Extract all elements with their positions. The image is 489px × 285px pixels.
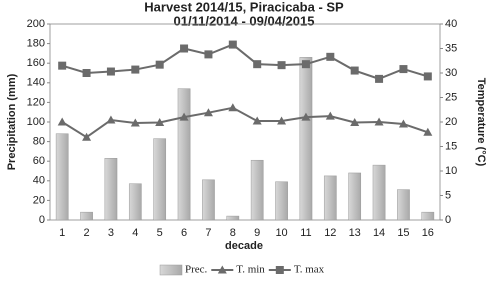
marker: [82, 69, 91, 77]
line: [61, 43, 429, 80]
marker: [277, 61, 286, 70]
bar: [55, 133, 69, 221]
x-tick-label: 4: [132, 227, 138, 239]
y-tick-label: 40: [33, 175, 45, 187]
legend-label: T. min: [236, 264, 265, 276]
marker: [399, 65, 408, 74]
marker: [228, 103, 238, 112]
legend-label: T. max: [294, 264, 325, 276]
y-tick-label: 140: [27, 77, 45, 89]
marker: [180, 44, 189, 53]
x-tick-label: 7: [205, 227, 211, 239]
marker: [350, 117, 360, 126]
bar: [421, 211, 435, 221]
marker: [130, 118, 140, 127]
y-tick-label: 0: [39, 214, 45, 226]
marker: [398, 119, 408, 128]
y-tick-label: 120: [27, 96, 45, 108]
marker: [374, 117, 384, 126]
y2-tick-label: 0: [445, 214, 451, 226]
y2-tick-label: 10: [445, 165, 457, 177]
bar: [177, 88, 191, 221]
bar: [299, 57, 313, 221]
marker: [228, 40, 237, 49]
y-axis-label: Precipitation (mm): [6, 73, 18, 170]
marker: [253, 60, 262, 69]
legend-swatch: [159, 264, 183, 276]
marker: [423, 127, 433, 136]
x-tick-label: 3: [108, 227, 114, 239]
bar: [348, 172, 362, 221]
bar: [226, 215, 240, 221]
marker: [155, 117, 165, 126]
marker: [203, 108, 213, 117]
marker: [106, 115, 116, 124]
marker: [252, 116, 262, 125]
marker: [57, 117, 67, 126]
y-tick-label: 160: [27, 57, 45, 69]
x-tick-label: 10: [275, 227, 287, 239]
line: [61, 106, 429, 139]
marker: [350, 66, 359, 75]
y2-tick-label: 20: [445, 116, 457, 128]
y2-tick-label: 25: [445, 91, 457, 103]
bar: [153, 138, 167, 221]
y2-tick-label: 5: [445, 189, 451, 201]
x-tick-label: 11: [300, 227, 311, 239]
x-tick-label: 14: [373, 227, 385, 239]
bar: [372, 164, 386, 221]
y-tick-label: 80: [33, 136, 45, 148]
marker: [301, 112, 311, 121]
marker: [325, 111, 335, 120]
marker: [179, 112, 189, 121]
y-tick-label: 180: [27, 38, 45, 50]
marker: [423, 72, 432, 81]
marker: [106, 67, 115, 76]
chart-title: Harvest 2014/15, Piracicaba - SP: [144, 0, 344, 14]
y-tick-label: 100: [27, 116, 45, 128]
marker: [58, 61, 67, 70]
bar: [397, 189, 410, 221]
y2-tick-label: 35: [445, 42, 457, 54]
bar: [80, 211, 93, 221]
bar: [104, 158, 118, 221]
x-axis-label: decade: [225, 240, 263, 252]
bar: [202, 179, 215, 221]
marker: [131, 65, 140, 74]
y2-tick-label: 15: [445, 140, 457, 152]
y-tick-label: 20: [33, 194, 45, 206]
marker: [217, 265, 227, 274]
bar: [275, 181, 288, 221]
x-tick-label: 15: [397, 227, 409, 239]
bar: [323, 175, 337, 221]
y2-tick-label: 30: [445, 67, 457, 79]
y-tick-label: 200: [27, 18, 45, 30]
marker: [155, 60, 164, 69]
marker: [301, 60, 310, 69]
marker: [277, 116, 287, 125]
bar: [128, 183, 142, 221]
x-tick-label: 1: [59, 227, 65, 239]
marker: [275, 266, 284, 274]
y-tick-label: 60: [33, 155, 45, 167]
bar: [250, 159, 264, 221]
x-tick-label: 8: [230, 227, 236, 239]
y2-tick-label: 40: [445, 18, 457, 30]
x-tick-label: 13: [349, 227, 361, 239]
marker: [82, 132, 92, 141]
x-tick-label: 9: [254, 227, 260, 239]
x-tick-label: 12: [324, 227, 336, 239]
marker: [326, 52, 335, 61]
legend-label: Prec.: [185, 264, 208, 276]
x-tick-label: 2: [84, 227, 90, 239]
x-tick-label: 6: [181, 227, 187, 239]
x-tick-label: 16: [422, 227, 434, 239]
marker: [375, 74, 384, 83]
marker: [204, 50, 213, 59]
x-tick-label: 5: [157, 227, 163, 239]
chart-subtitle: 01/11/2014 - 09/04/2015: [174, 13, 315, 28]
y2-axis-label: Temperature (°C): [475, 78, 487, 167]
